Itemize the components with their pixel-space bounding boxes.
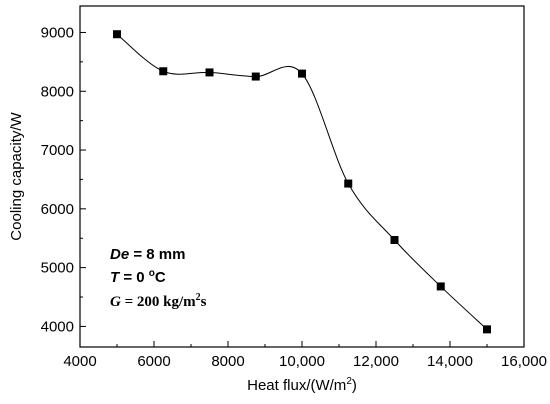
data-markers bbox=[113, 30, 491, 334]
x-tick-label: 14,000 bbox=[427, 353, 473, 370]
x-tick-label: 6000 bbox=[137, 353, 170, 370]
y-tick-label: 4000 bbox=[41, 318, 74, 335]
series-curve bbox=[116, 33, 488, 330]
data-point bbox=[159, 67, 168, 76]
data-point bbox=[113, 30, 121, 39]
y-tick-label: 7000 bbox=[41, 142, 74, 159]
data-point bbox=[436, 282, 445, 291]
x-axis-label: Heat flux/(W/m2) bbox=[247, 376, 357, 394]
x-axis-ticks: 4000 6000 8000 10,000 12,000 14,000 16,000 bbox=[63, 341, 547, 370]
annotation-de: De = 8 mm bbox=[110, 246, 185, 263]
x-tick-label: 16,000 bbox=[501, 353, 547, 370]
data-point bbox=[390, 235, 399, 244]
data-point bbox=[205, 68, 214, 77]
annotation-g: G = 200 kg/m2s bbox=[110, 292, 207, 310]
y-axis-label: Cooling capacity/W bbox=[8, 111, 25, 240]
x-tick-label: 4000 bbox=[63, 353, 96, 370]
y-tick-label: 8000 bbox=[41, 83, 74, 100]
annotation-t: T = 0 oC bbox=[110, 268, 166, 286]
y-tick-label: 5000 bbox=[41, 260, 74, 277]
x-tick-label: 10,000 bbox=[279, 353, 325, 370]
data-point bbox=[298, 69, 306, 78]
y-tick-label: 9000 bbox=[41, 24, 74, 41]
data-point bbox=[251, 72, 260, 81]
annotation-block: De = 8 mm T = 0 oC G = 200 kg/m2s bbox=[110, 246, 207, 310]
data-point bbox=[483, 325, 491, 334]
y-tick-label: 6000 bbox=[41, 201, 74, 218]
y-axis-ticks: 4000 5000 6000 7000 8000 9000 bbox=[41, 24, 86, 335]
x-tick-label: 12,000 bbox=[353, 353, 399, 370]
data-point bbox=[344, 179, 353, 188]
x-tick-label: 8000 bbox=[211, 353, 244, 370]
